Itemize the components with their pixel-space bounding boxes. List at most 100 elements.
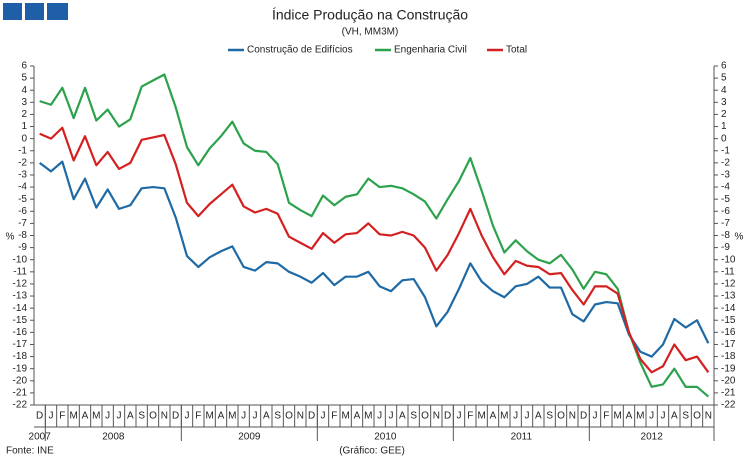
y-tick-label: -16: [13, 327, 28, 338]
x-tick-label: J: [49, 411, 54, 422]
y-tick-label: 5: [21, 73, 27, 84]
x-tick-label: M: [92, 411, 100, 422]
x-tick-label: J: [593, 411, 598, 422]
y-tick-label: -1: [18, 145, 27, 156]
y-tick-label: 1: [21, 121, 27, 132]
line-series: [39, 73, 710, 398]
x-tick-label: N: [569, 411, 576, 422]
y2-tick-label: 0: [721, 133, 727, 144]
x-tick-label: J: [253, 411, 258, 422]
x-tick-label: F: [331, 411, 337, 422]
chart-title: Índice Produção na Construção: [272, 7, 468, 23]
x-tick-label: J: [377, 411, 382, 422]
x-tick-label: F: [603, 411, 609, 422]
y-tick-label: 6: [21, 61, 27, 72]
y2-tick-label: -12: [721, 279, 736, 290]
logo-block: [3, 3, 22, 20]
source: Fonte: INE: [6, 446, 54, 457]
y2-tick-label: 5: [721, 73, 727, 84]
x-group-label: 2012: [641, 432, 664, 443]
x-tick-label: M: [69, 411, 77, 422]
x-tick-label: S: [682, 411, 689, 422]
x-tick-label: F: [467, 411, 473, 422]
legend-label: Construção de Edifícios: [247, 45, 353, 56]
x-tick-label: J: [389, 411, 394, 422]
x-tick-label: S: [138, 411, 145, 422]
y-tick-label: -10: [13, 254, 28, 265]
legend-label: Total: [506, 45, 527, 56]
y-tick-label: 4: [21, 85, 27, 96]
x-tick-label: J: [321, 411, 326, 422]
x-tick-label: N: [161, 411, 168, 422]
x-tick-label: J: [661, 411, 666, 422]
x-tick-label: J: [185, 411, 190, 422]
y-tick-label: 0: [21, 133, 27, 144]
x-tick-label: M: [500, 411, 508, 422]
x-group-label: 2009: [238, 432, 261, 443]
y2-tick-label: -3: [721, 170, 730, 181]
y2-tick-label: 1: [721, 121, 727, 132]
y-tick-label: 3: [21, 97, 27, 108]
y2-tick-label: -5: [721, 194, 730, 205]
x-tick-label: A: [671, 411, 678, 422]
y2-tick-label: -14: [721, 303, 736, 314]
logo-block: [47, 3, 68, 20]
y-tick-label: -13: [13, 291, 28, 302]
y-tick-label: -7: [18, 218, 27, 229]
y2-tick-label: -11: [721, 266, 735, 277]
x-group-label: 2011: [511, 432, 533, 443]
x-tick-label: M: [364, 411, 372, 422]
line-series: [39, 126, 710, 374]
x-tick-label: D: [172, 411, 179, 422]
y-tick-label: -18: [13, 351, 28, 362]
x-tick-label: D: [444, 411, 451, 422]
y2-tick-label: 2: [721, 109, 727, 120]
y2-tick-label: -20: [721, 375, 736, 386]
x-tick-label: A: [626, 411, 633, 422]
x-tick-label: N: [705, 411, 712, 422]
x-tick-label: O: [693, 411, 701, 422]
y2-tick-label: 3: [721, 97, 727, 108]
y-tick-label: 2: [21, 109, 27, 120]
y2-tick-label: 6: [721, 61, 727, 72]
x-tick-label: S: [410, 411, 417, 422]
y-tick-label: -20: [13, 375, 28, 386]
x-tick-label: M: [205, 411, 213, 422]
y2-tick-label: -10: [721, 254, 736, 265]
y2-tick-label: -1: [721, 145, 730, 156]
x-tick-label: F: [59, 411, 65, 422]
x-tick-label: J: [117, 411, 122, 422]
y-tick-label: -21: [13, 388, 28, 399]
x-group-label: 2008: [102, 432, 125, 443]
x-tick-label: S: [546, 411, 553, 422]
y-tick-label: -12: [13, 279, 28, 290]
y-tick-label: -17: [13, 339, 28, 350]
y-tick-label: -11: [13, 266, 27, 277]
y2-tick-label: -22: [721, 400, 736, 411]
x-tick-label: O: [285, 411, 293, 422]
y2-tick-label: -9: [721, 242, 730, 253]
x-tick-label: F: [195, 411, 201, 422]
x-tick-label: A: [127, 411, 134, 422]
x-tick-label: A: [82, 411, 89, 422]
x-group-label: 2007: [29, 432, 52, 443]
x-group-label: 2010: [374, 432, 397, 443]
x-tick-label: J: [649, 411, 654, 422]
y2-axis-label: %: [735, 232, 744, 243]
y-axis-label: %: [6, 232, 15, 243]
x-tick-label: J: [457, 411, 462, 422]
line-series: [39, 160, 710, 358]
y-tick-label: -8: [18, 230, 27, 241]
y2-tick-label: -21: [721, 388, 736, 399]
x-tick-label: M: [636, 411, 644, 422]
x-tick-label: A: [263, 411, 270, 422]
x-tick-label: O: [557, 411, 565, 422]
y2-tick-label: 4: [721, 85, 727, 96]
y-tick-label: -5: [18, 194, 27, 205]
y-tick-label: -2: [18, 157, 27, 168]
x-tick-label: M: [477, 411, 485, 422]
x-tick-label: J: [513, 411, 518, 422]
x-tick-label: M: [613, 411, 621, 422]
y2-tick-label: -8: [721, 230, 730, 241]
